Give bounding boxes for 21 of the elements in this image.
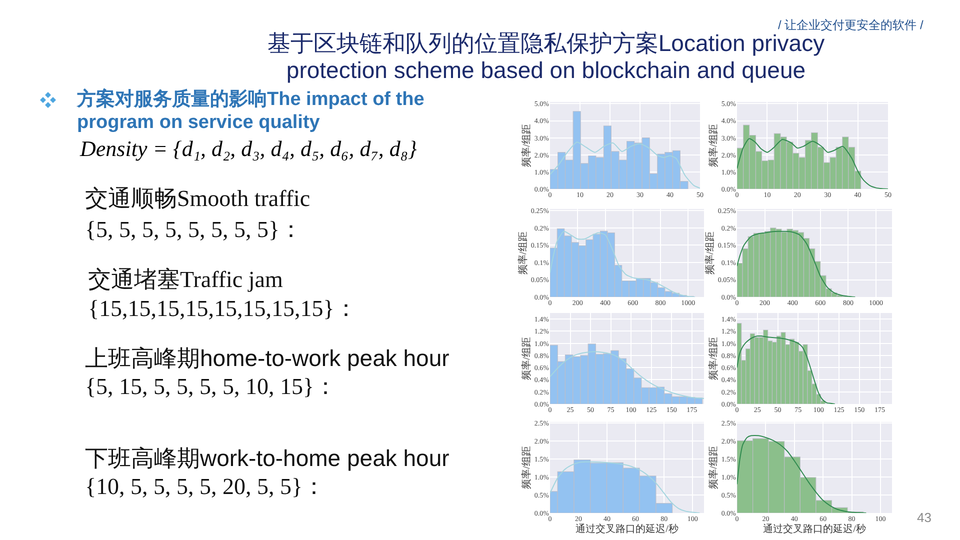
text: 交通顺畅Smooth traffic bbox=[85, 185, 310, 213]
text: {5, 5, 5, 5, 5, 5, 5, 5}： bbox=[85, 216, 303, 244]
x-axis-title: 通过交叉路口的延迟/秒 bbox=[576, 523, 678, 535]
text: {5, 15, 5, 5, 5, 5, 10, 15}： bbox=[85, 373, 338, 401]
y-axis-title: 频率/组距 bbox=[520, 446, 532, 489]
text: 交通堵塞Traffic jam bbox=[88, 266, 283, 294]
text: 43 bbox=[917, 510, 932, 525]
text: {10, 5, 5, 5, 5, 20, 5, 5}： bbox=[85, 473, 326, 501]
text: {15,15,15,15,15,15,15,15}： bbox=[88, 295, 358, 323]
text: 上班高峰期home-to-work peak hour bbox=[85, 344, 450, 373]
y-axis-title: 频率/组距 bbox=[520, 337, 532, 380]
y-axis-title: 频率/组距 bbox=[520, 124, 532, 167]
y-axis-title: 频率/组距 bbox=[707, 337, 720, 380]
y-axis-title: 频率/组距 bbox=[707, 124, 720, 167]
y-axis-title: 频率/组距 bbox=[516, 232, 529, 274]
y-axis-title: 频率/组距 bbox=[704, 232, 716, 274]
y-axis-title: 频率/组距 bbox=[707, 446, 720, 489]
text: 下班高峰期work-to-home peak hour bbox=[85, 444, 450, 473]
text: Density = {d₁, d₂, d₃, d₄, d₅, d₆, d₇, d₈} bbox=[80, 136, 417, 162]
x-axis-title: 通过交叉路口的延迟/秒 bbox=[763, 523, 866, 535]
text: 方案对服务质量的影响The impact of the program on service quality bbox=[77, 88, 426, 134]
